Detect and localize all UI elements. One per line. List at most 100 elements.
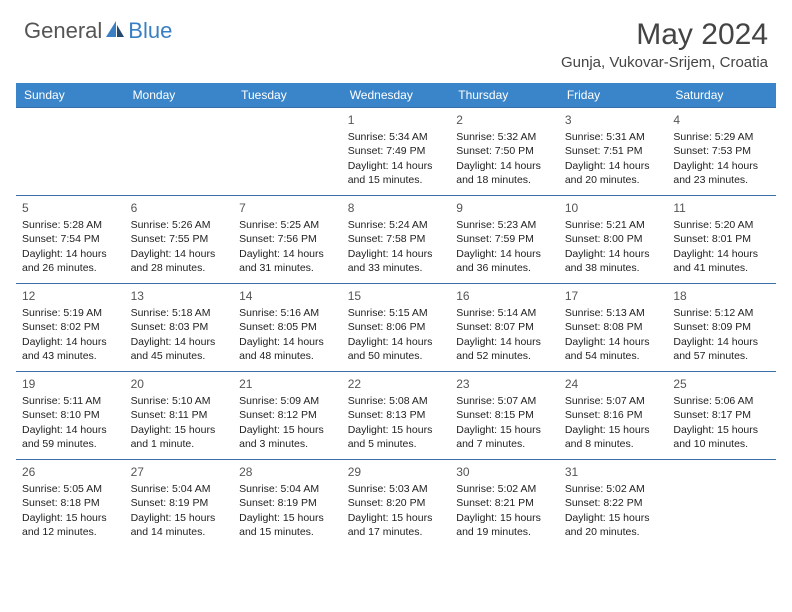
sunset-line: Sunset: 7:59 PM	[456, 232, 553, 246]
location: Gunja, Vukovar-Srijem, Croatia	[561, 54, 768, 71]
sunset-line: Sunset: 7:58 PM	[348, 232, 445, 246]
calendar-cell: 2Sunrise: 5:32 AMSunset: 7:50 PMDaylight…	[450, 108, 559, 196]
calendar-cell: 14Sunrise: 5:16 AMSunset: 8:05 PMDayligh…	[233, 284, 342, 372]
sunset-line: Sunset: 8:10 PM	[22, 408, 119, 422]
calendar-cell: 25Sunrise: 5:06 AMSunset: 8:17 PMDayligh…	[667, 372, 776, 460]
daylight-line: Daylight: 15 hours and 19 minutes.	[456, 511, 553, 539]
calendar-cell: 30Sunrise: 5:02 AMSunset: 8:21 PMDayligh…	[450, 460, 559, 548]
day-number: 30	[456, 464, 553, 480]
sunrise-line: Sunrise: 5:11 AM	[22, 394, 119, 408]
calendar-cell: 6Sunrise: 5:26 AMSunset: 7:55 PMDaylight…	[125, 196, 234, 284]
sunrise-line: Sunrise: 5:25 AM	[239, 218, 336, 232]
calendar-cell: 1Sunrise: 5:34 AMSunset: 7:49 PMDaylight…	[342, 108, 451, 196]
daylight-line: Daylight: 14 hours and 28 minutes.	[131, 247, 228, 275]
sunrise-line: Sunrise: 5:13 AM	[565, 306, 662, 320]
day-number: 11	[673, 200, 770, 216]
calendar-cell: 7Sunrise: 5:25 AMSunset: 7:56 PMDaylight…	[233, 196, 342, 284]
sunset-line: Sunset: 8:05 PM	[239, 320, 336, 334]
sunset-line: Sunset: 8:15 PM	[456, 408, 553, 422]
day-number: 6	[131, 200, 228, 216]
daylight-line: Daylight: 15 hours and 7 minutes.	[456, 423, 553, 451]
day-number: 12	[22, 288, 119, 304]
sunrise-line: Sunrise: 5:18 AM	[131, 306, 228, 320]
sunset-line: Sunset: 8:03 PM	[131, 320, 228, 334]
sunset-line: Sunset: 8:02 PM	[22, 320, 119, 334]
sunrise-line: Sunrise: 5:12 AM	[673, 306, 770, 320]
daylight-line: Daylight: 14 hours and 38 minutes.	[565, 247, 662, 275]
sunset-line: Sunset: 8:07 PM	[456, 320, 553, 334]
daylight-line: Daylight: 15 hours and 3 minutes.	[239, 423, 336, 451]
sunrise-line: Sunrise: 5:08 AM	[348, 394, 445, 408]
calendar-cell: 26Sunrise: 5:05 AMSunset: 8:18 PMDayligh…	[16, 460, 125, 548]
daylight-line: Daylight: 14 hours and 26 minutes.	[22, 247, 119, 275]
sunset-line: Sunset: 8:01 PM	[673, 232, 770, 246]
day-number: 23	[456, 376, 553, 392]
calendar-cell: 3Sunrise: 5:31 AMSunset: 7:51 PMDaylight…	[559, 108, 668, 196]
calendar-row: 5Sunrise: 5:28 AMSunset: 7:54 PMDaylight…	[16, 196, 776, 284]
day-number: 27	[131, 464, 228, 480]
sunrise-line: Sunrise: 5:10 AM	[131, 394, 228, 408]
calendar-cell	[233, 108, 342, 196]
logo: General Blue	[24, 18, 172, 44]
calendar-row: 19Sunrise: 5:11 AMSunset: 8:10 PMDayligh…	[16, 372, 776, 460]
calendar-cell: 4Sunrise: 5:29 AMSunset: 7:53 PMDaylight…	[667, 108, 776, 196]
daylight-line: Daylight: 15 hours and 20 minutes.	[565, 511, 662, 539]
day-number: 16	[456, 288, 553, 304]
sunset-line: Sunset: 8:19 PM	[239, 496, 336, 510]
day-header: Tuesday	[233, 83, 342, 108]
sunrise-line: Sunrise: 5:24 AM	[348, 218, 445, 232]
sunset-line: Sunset: 8:08 PM	[565, 320, 662, 334]
calendar-body: 1Sunrise: 5:34 AMSunset: 7:49 PMDaylight…	[16, 108, 776, 548]
sunset-line: Sunset: 7:51 PM	[565, 144, 662, 158]
daylight-line: Daylight: 14 hours and 57 minutes.	[673, 335, 770, 363]
day-number: 17	[565, 288, 662, 304]
calendar-cell: 11Sunrise: 5:20 AMSunset: 8:01 PMDayligh…	[667, 196, 776, 284]
sunset-line: Sunset: 7:54 PM	[22, 232, 119, 246]
day-number: 28	[239, 464, 336, 480]
sunrise-line: Sunrise: 5:34 AM	[348, 130, 445, 144]
sunset-line: Sunset: 8:16 PM	[565, 408, 662, 422]
sunset-line: Sunset: 7:50 PM	[456, 144, 553, 158]
sunset-line: Sunset: 8:00 PM	[565, 232, 662, 246]
sunset-line: Sunset: 8:09 PM	[673, 320, 770, 334]
day-header: Monday	[125, 83, 234, 108]
sunrise-line: Sunrise: 5:28 AM	[22, 218, 119, 232]
sunrise-line: Sunrise: 5:05 AM	[22, 482, 119, 496]
sunset-line: Sunset: 8:21 PM	[456, 496, 553, 510]
sunset-line: Sunset: 8:20 PM	[348, 496, 445, 510]
calendar-cell: 20Sunrise: 5:10 AMSunset: 8:11 PMDayligh…	[125, 372, 234, 460]
sunrise-line: Sunrise: 5:04 AM	[239, 482, 336, 496]
daylight-line: Daylight: 15 hours and 1 minute.	[131, 423, 228, 451]
day-header: Thursday	[450, 83, 559, 108]
sunrise-line: Sunrise: 5:26 AM	[131, 218, 228, 232]
day-number: 2	[456, 112, 553, 128]
daylight-line: Daylight: 14 hours and 23 minutes.	[673, 159, 770, 187]
sunrise-line: Sunrise: 5:23 AM	[456, 218, 553, 232]
sunset-line: Sunset: 8:18 PM	[22, 496, 119, 510]
sunset-line: Sunset: 8:19 PM	[131, 496, 228, 510]
day-number: 1	[348, 112, 445, 128]
calendar-cell: 17Sunrise: 5:13 AMSunset: 8:08 PMDayligh…	[559, 284, 668, 372]
daylight-line: Daylight: 15 hours and 14 minutes.	[131, 511, 228, 539]
calendar-head: SundayMondayTuesdayWednesdayThursdayFrid…	[16, 83, 776, 108]
logo-text-blue: Blue	[128, 18, 172, 44]
calendar-cell: 10Sunrise: 5:21 AMSunset: 8:00 PMDayligh…	[559, 196, 668, 284]
day-number: 24	[565, 376, 662, 392]
day-number: 22	[348, 376, 445, 392]
sunrise-line: Sunrise: 5:32 AM	[456, 130, 553, 144]
day-number: 7	[239, 200, 336, 216]
daylight-line: Daylight: 15 hours and 17 minutes.	[348, 511, 445, 539]
calendar-cell: 12Sunrise: 5:19 AMSunset: 8:02 PMDayligh…	[16, 284, 125, 372]
calendar-cell: 5Sunrise: 5:28 AMSunset: 7:54 PMDaylight…	[16, 196, 125, 284]
sunset-line: Sunset: 8:17 PM	[673, 408, 770, 422]
logo-text-general: General	[24, 18, 102, 44]
day-header: Saturday	[667, 83, 776, 108]
calendar-cell: 18Sunrise: 5:12 AMSunset: 8:09 PMDayligh…	[667, 284, 776, 372]
daylight-line: Daylight: 14 hours and 15 minutes.	[348, 159, 445, 187]
day-number: 3	[565, 112, 662, 128]
calendar-cell	[125, 108, 234, 196]
daylight-line: Daylight: 14 hours and 43 minutes.	[22, 335, 119, 363]
daylight-line: Daylight: 14 hours and 59 minutes.	[22, 423, 119, 451]
calendar-table: SundayMondayTuesdayWednesdayThursdayFrid…	[16, 83, 776, 548]
sail-icon	[104, 19, 126, 44]
